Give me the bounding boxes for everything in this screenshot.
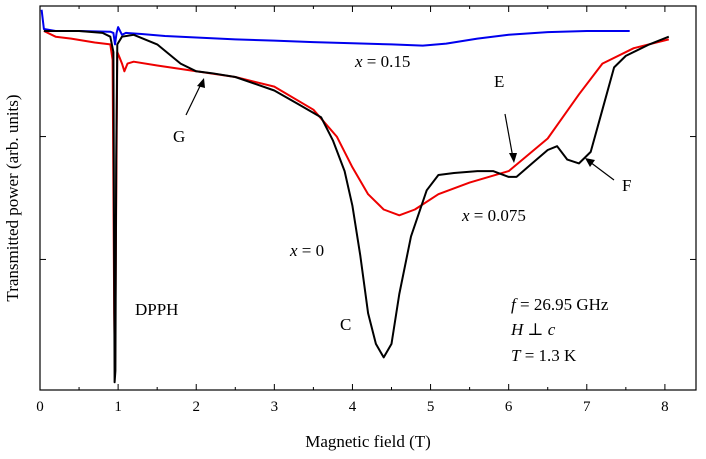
label-freq: f = 26.95 GHz <box>511 295 609 314</box>
label-G: G <box>173 127 185 146</box>
label-DPPH: DPPH <box>135 300 178 319</box>
y-axis-title: Transmitted power (arb. units) <box>3 94 22 301</box>
label-orient: H ⊥ c <box>510 320 556 339</box>
x-tick-label: 8 <box>661 399 669 415</box>
ticks: 0 1 2 3 4 5 6 7 8 <box>36 6 696 415</box>
x-tick-label: 2 <box>192 399 200 415</box>
x-axis-title: Magnetic field (T) <box>305 432 431 451</box>
label-C: C <box>340 315 351 334</box>
label-F: F <box>622 176 631 195</box>
label-x0075: x = 0.075 <box>461 206 526 225</box>
x-tick-label: 4 <box>349 399 357 415</box>
series-line <box>43 30 670 384</box>
x-tick-label: 5 <box>427 399 435 415</box>
arrow-f <box>589 161 615 181</box>
plot-frame <box>39 5 697 391</box>
label-temp: T = 1.3 K <box>511 346 577 365</box>
label-E: E <box>494 72 504 91</box>
x-tick-label: 1 <box>114 399 122 415</box>
arrow-g-head <box>197 78 205 88</box>
x-tick-label: 7 <box>583 399 591 415</box>
label-x0: x = 0 <box>289 241 324 260</box>
series-group <box>40 9 670 384</box>
arrow-e-head <box>509 153 517 163</box>
series-line <box>40 9 630 47</box>
arrow-f-head <box>585 158 595 167</box>
arrows <box>185 78 615 181</box>
x-tick-label: 0 <box>36 399 44 415</box>
series-line <box>43 30 670 372</box>
label-x015: x = 0.15 <box>354 52 410 71</box>
x-tick-label: 3 <box>271 399 279 415</box>
arrow-g <box>185 81 203 116</box>
x-tick-label: 6 <box>505 399 513 415</box>
annotations: x = 0.15 x = 0.075 x = 0 G E F C DPPH f = 26.95 … <box>135 52 631 365</box>
arrow-e <box>504 113 514 159</box>
